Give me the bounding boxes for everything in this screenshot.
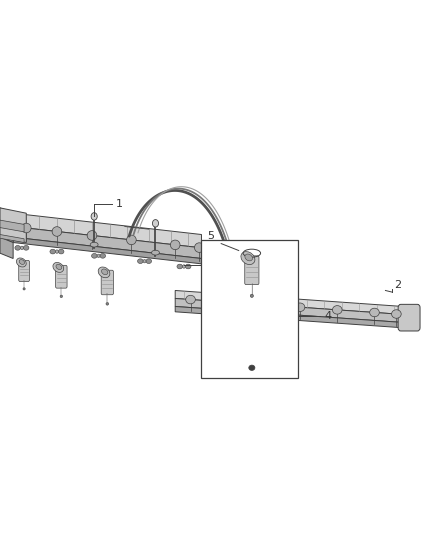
Text: 2: 2 [394, 280, 401, 290]
Ellipse shape [102, 269, 108, 274]
Ellipse shape [170, 240, 180, 249]
Polygon shape [175, 298, 403, 322]
Ellipse shape [186, 295, 195, 304]
Polygon shape [0, 208, 26, 243]
Ellipse shape [185, 264, 191, 269]
FancyBboxPatch shape [245, 256, 259, 285]
Ellipse shape [21, 246, 23, 249]
Ellipse shape [249, 365, 255, 370]
Ellipse shape [15, 246, 21, 250]
Ellipse shape [370, 308, 379, 317]
Polygon shape [0, 235, 24, 243]
Ellipse shape [19, 260, 25, 264]
Ellipse shape [392, 310, 401, 318]
Bar [201, 240, 298, 378]
Ellipse shape [138, 259, 143, 263]
Polygon shape [13, 237, 201, 264]
FancyBboxPatch shape [398, 304, 420, 331]
Ellipse shape [56, 250, 58, 253]
Polygon shape [0, 208, 13, 243]
Ellipse shape [183, 265, 185, 268]
Ellipse shape [194, 243, 204, 253]
Ellipse shape [56, 264, 62, 270]
Ellipse shape [98, 267, 110, 278]
Text: 1: 1 [116, 199, 123, 208]
Ellipse shape [21, 223, 31, 233]
Polygon shape [13, 213, 201, 248]
Polygon shape [403, 312, 416, 328]
Ellipse shape [127, 235, 136, 245]
Polygon shape [175, 290, 403, 314]
Ellipse shape [221, 298, 230, 306]
Polygon shape [13, 227, 201, 259]
Ellipse shape [100, 254, 106, 258]
Ellipse shape [58, 249, 64, 254]
Ellipse shape [52, 227, 62, 236]
FancyBboxPatch shape [101, 270, 113, 295]
FancyBboxPatch shape [56, 265, 67, 288]
FancyBboxPatch shape [19, 261, 29, 281]
Ellipse shape [50, 249, 56, 254]
Ellipse shape [87, 231, 97, 240]
Ellipse shape [23, 288, 25, 290]
Ellipse shape [258, 301, 268, 309]
Text: 3: 3 [212, 261, 219, 270]
Ellipse shape [90, 242, 98, 247]
Ellipse shape [17, 258, 26, 267]
Polygon shape [0, 237, 13, 259]
Text: 5: 5 [208, 231, 215, 241]
Ellipse shape [53, 262, 64, 272]
Ellipse shape [97, 254, 100, 257]
Ellipse shape [143, 260, 146, 263]
Ellipse shape [250, 294, 254, 297]
Ellipse shape [106, 303, 109, 305]
Polygon shape [175, 306, 403, 328]
Ellipse shape [23, 246, 29, 250]
Ellipse shape [245, 254, 253, 261]
Ellipse shape [146, 259, 152, 263]
Ellipse shape [60, 295, 63, 297]
Ellipse shape [152, 250, 159, 255]
Ellipse shape [152, 220, 159, 227]
Ellipse shape [91, 213, 97, 220]
Ellipse shape [295, 303, 305, 311]
Polygon shape [0, 220, 24, 232]
Ellipse shape [177, 264, 183, 269]
Ellipse shape [241, 252, 255, 264]
Ellipse shape [332, 305, 342, 314]
Text: 4: 4 [324, 311, 331, 321]
Ellipse shape [92, 254, 97, 258]
